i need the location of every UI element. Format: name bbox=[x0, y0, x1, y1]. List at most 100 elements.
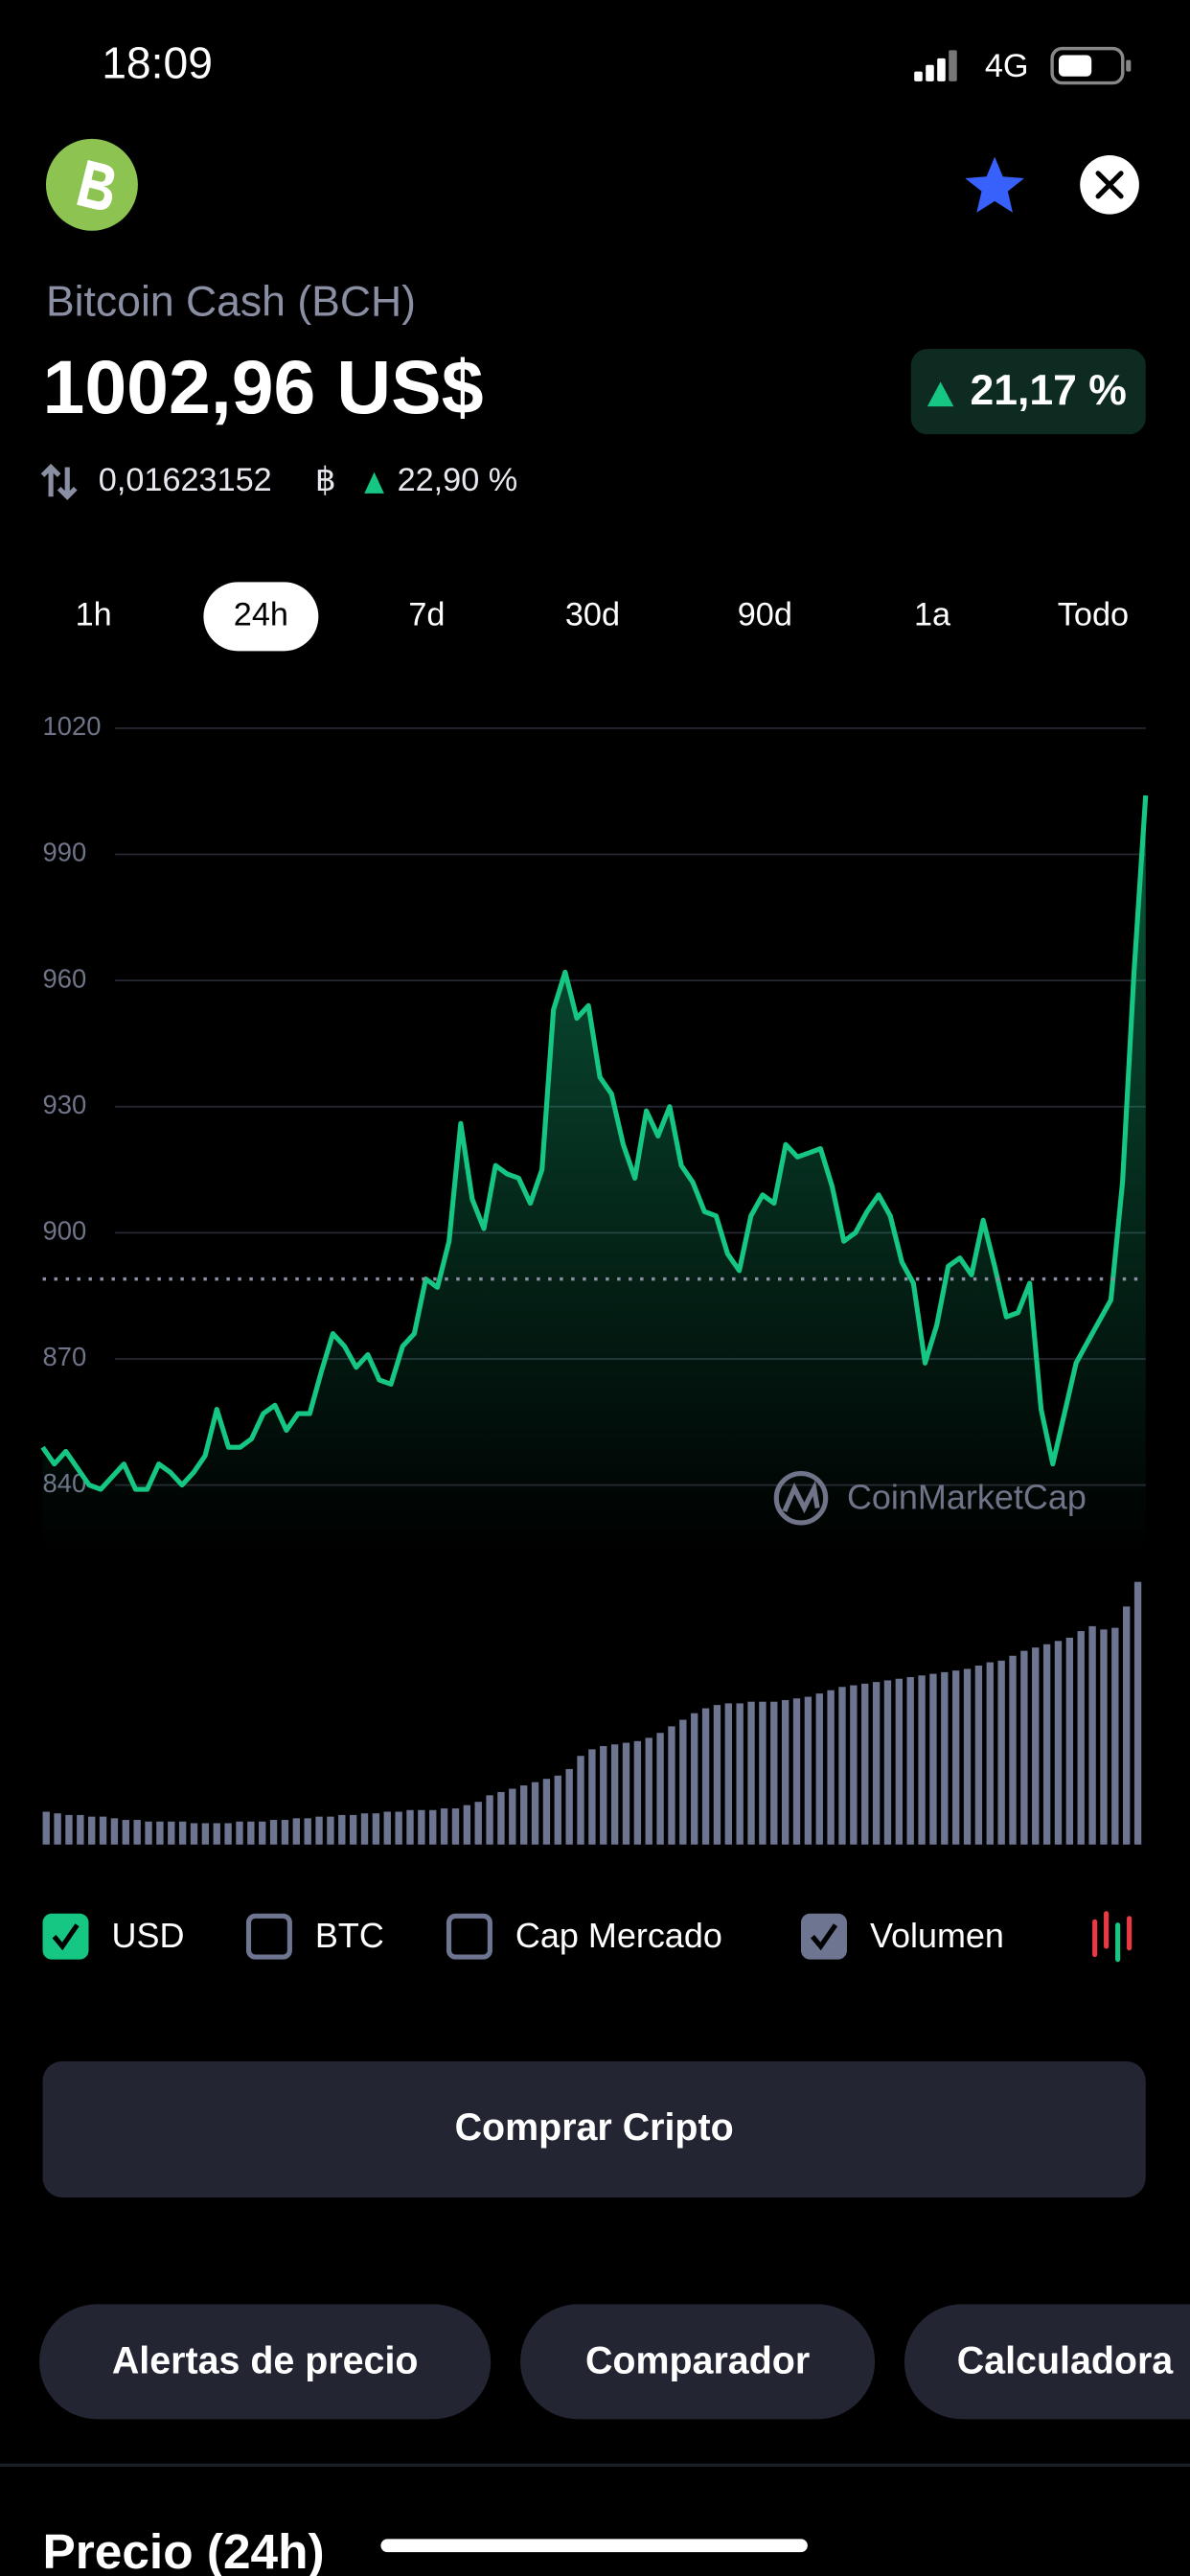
time-range-tab[interactable]: 90d bbox=[738, 596, 792, 632]
checkbox[interactable] bbox=[446, 1913, 492, 1960]
volume-bar bbox=[1111, 1627, 1119, 1845]
volume-bar bbox=[509, 1788, 516, 1845]
section-title: Precio (24h) bbox=[43, 2523, 325, 2576]
volume-bar bbox=[406, 1809, 414, 1845]
checkmark bbox=[811, 1923, 838, 1951]
time-range-tab[interactable]: 30d bbox=[565, 596, 620, 632]
volume-bar bbox=[781, 1699, 790, 1845]
volume-bar bbox=[815, 1693, 823, 1845]
checkbox[interactable] bbox=[42, 1913, 89, 1960]
time-range-tab[interactable]: 24h bbox=[234, 596, 288, 632]
volume-bar bbox=[1133, 1581, 1142, 1845]
status-time: 18:09 bbox=[102, 38, 213, 88]
volume-bar bbox=[338, 1814, 346, 1845]
volume-bar bbox=[963, 1668, 972, 1845]
volume-bar bbox=[1123, 1606, 1131, 1845]
volume-bar bbox=[360, 1813, 369, 1845]
volume-bar bbox=[110, 1818, 119, 1845]
toggle-label[interactable]: BTC bbox=[315, 1916, 384, 1955]
volume-bar bbox=[145, 1821, 152, 1845]
home-indicator bbox=[380, 2539, 808, 2553]
watermark: CoinMarketCap bbox=[847, 1477, 1087, 1516]
action-label[interactable]: Comparador bbox=[585, 2339, 810, 2381]
volume-bar bbox=[850, 1685, 858, 1845]
watermark-logo bbox=[773, 1471, 829, 1526]
time-range-tab[interactable]: 1h bbox=[76, 596, 112, 632]
toggle-label[interactable]: Volumen bbox=[870, 1916, 1004, 1955]
checkmark bbox=[52, 1923, 80, 1951]
checkbox[interactable] bbox=[800, 1913, 847, 1960]
volume-bar bbox=[770, 1701, 778, 1845]
volume-bar bbox=[304, 1818, 311, 1845]
y-tick-label: 930 bbox=[43, 1090, 87, 1119]
coin-logo bbox=[45, 138, 138, 231]
favorite-star[interactable] bbox=[965, 156, 1024, 213]
volume-bar bbox=[691, 1713, 698, 1845]
volume-bar bbox=[1088, 1625, 1096, 1845]
volume-bar bbox=[327, 1816, 334, 1845]
toggle-label[interactable]: Cap Mercado bbox=[515, 1916, 722, 1955]
area-fill bbox=[42, 795, 1146, 1552]
volume-bar bbox=[383, 1811, 391, 1845]
volume-bar bbox=[451, 1808, 460, 1845]
buy-button-label[interactable]: Comprar Cripto bbox=[455, 2106, 734, 2149]
action-label[interactable]: Alertas de precio bbox=[112, 2339, 419, 2381]
volume-bar bbox=[281, 1820, 289, 1845]
toggle-label[interactable]: USD bbox=[111, 1916, 184, 1955]
volume-bar bbox=[951, 1670, 960, 1845]
action-pill[interactable] bbox=[904, 2304, 1190, 2420]
btc-symbol: ฿ bbox=[315, 462, 336, 498]
volume-bar bbox=[622, 1742, 630, 1845]
volume-bar bbox=[918, 1675, 926, 1845]
volume-bar bbox=[463, 1805, 471, 1845]
volume-bar bbox=[474, 1802, 482, 1845]
time-range-tab[interactable]: 1a bbox=[914, 596, 951, 632]
volume-bar bbox=[1100, 1629, 1108, 1845]
volume-bar bbox=[679, 1719, 687, 1845]
signal-icon bbox=[914, 50, 957, 81]
volume-bar bbox=[133, 1820, 141, 1845]
volume-bar bbox=[418, 1809, 425, 1845]
watermark-logo bbox=[782, 1480, 820, 1514]
volume-bar bbox=[668, 1726, 675, 1845]
volume-bar bbox=[1009, 1655, 1017, 1845]
y-tick-label: 1020 bbox=[43, 711, 102, 741]
close-button[interactable] bbox=[1080, 154, 1139, 215]
price-line bbox=[40, 794, 1149, 1492]
volume-bar bbox=[99, 1816, 107, 1845]
volume-bar bbox=[190, 1823, 198, 1845]
volume-bar bbox=[236, 1821, 243, 1845]
volume-bar bbox=[269, 1820, 278, 1845]
action-label[interactable]: Calculadora bbox=[957, 2339, 1175, 2381]
volume-bar bbox=[156, 1821, 164, 1845]
volume-bar bbox=[429, 1809, 437, 1845]
volume-bar bbox=[395, 1811, 402, 1845]
volume-bar bbox=[213, 1823, 220, 1845]
volume-bar bbox=[600, 1745, 607, 1845]
volume-bar bbox=[986, 1662, 994, 1845]
volume-bar bbox=[759, 1701, 767, 1845]
volume-bar bbox=[895, 1678, 904, 1845]
action-pill[interactable] bbox=[520, 2304, 876, 2420]
volume-bar bbox=[122, 1820, 129, 1845]
volume-bar bbox=[440, 1808, 448, 1845]
time-range-tab[interactable]: 7d bbox=[408, 596, 445, 632]
action-pill[interactable] bbox=[39, 2304, 492, 2420]
checkbox[interactable] bbox=[245, 1913, 292, 1960]
volume-bar bbox=[713, 1705, 721, 1845]
volume-bar bbox=[724, 1703, 732, 1845]
change-badge bbox=[910, 349, 1146, 435]
candle-icon bbox=[1092, 1911, 1133, 1963]
volume-bar bbox=[1042, 1644, 1051, 1845]
volume-bar bbox=[542, 1779, 551, 1845]
time-range-tab[interactable]: Todo bbox=[1058, 596, 1129, 632]
volume-bar bbox=[531, 1782, 539, 1845]
volume-bar bbox=[178, 1821, 187, 1845]
volume-bar bbox=[520, 1785, 528, 1845]
volume-bar bbox=[1054, 1641, 1063, 1845]
swap-icon bbox=[40, 463, 78, 500]
y-tick-label: 960 bbox=[43, 963, 87, 993]
buy-button[interactable] bbox=[42, 2060, 1146, 2198]
volume-bar bbox=[838, 1687, 846, 1845]
